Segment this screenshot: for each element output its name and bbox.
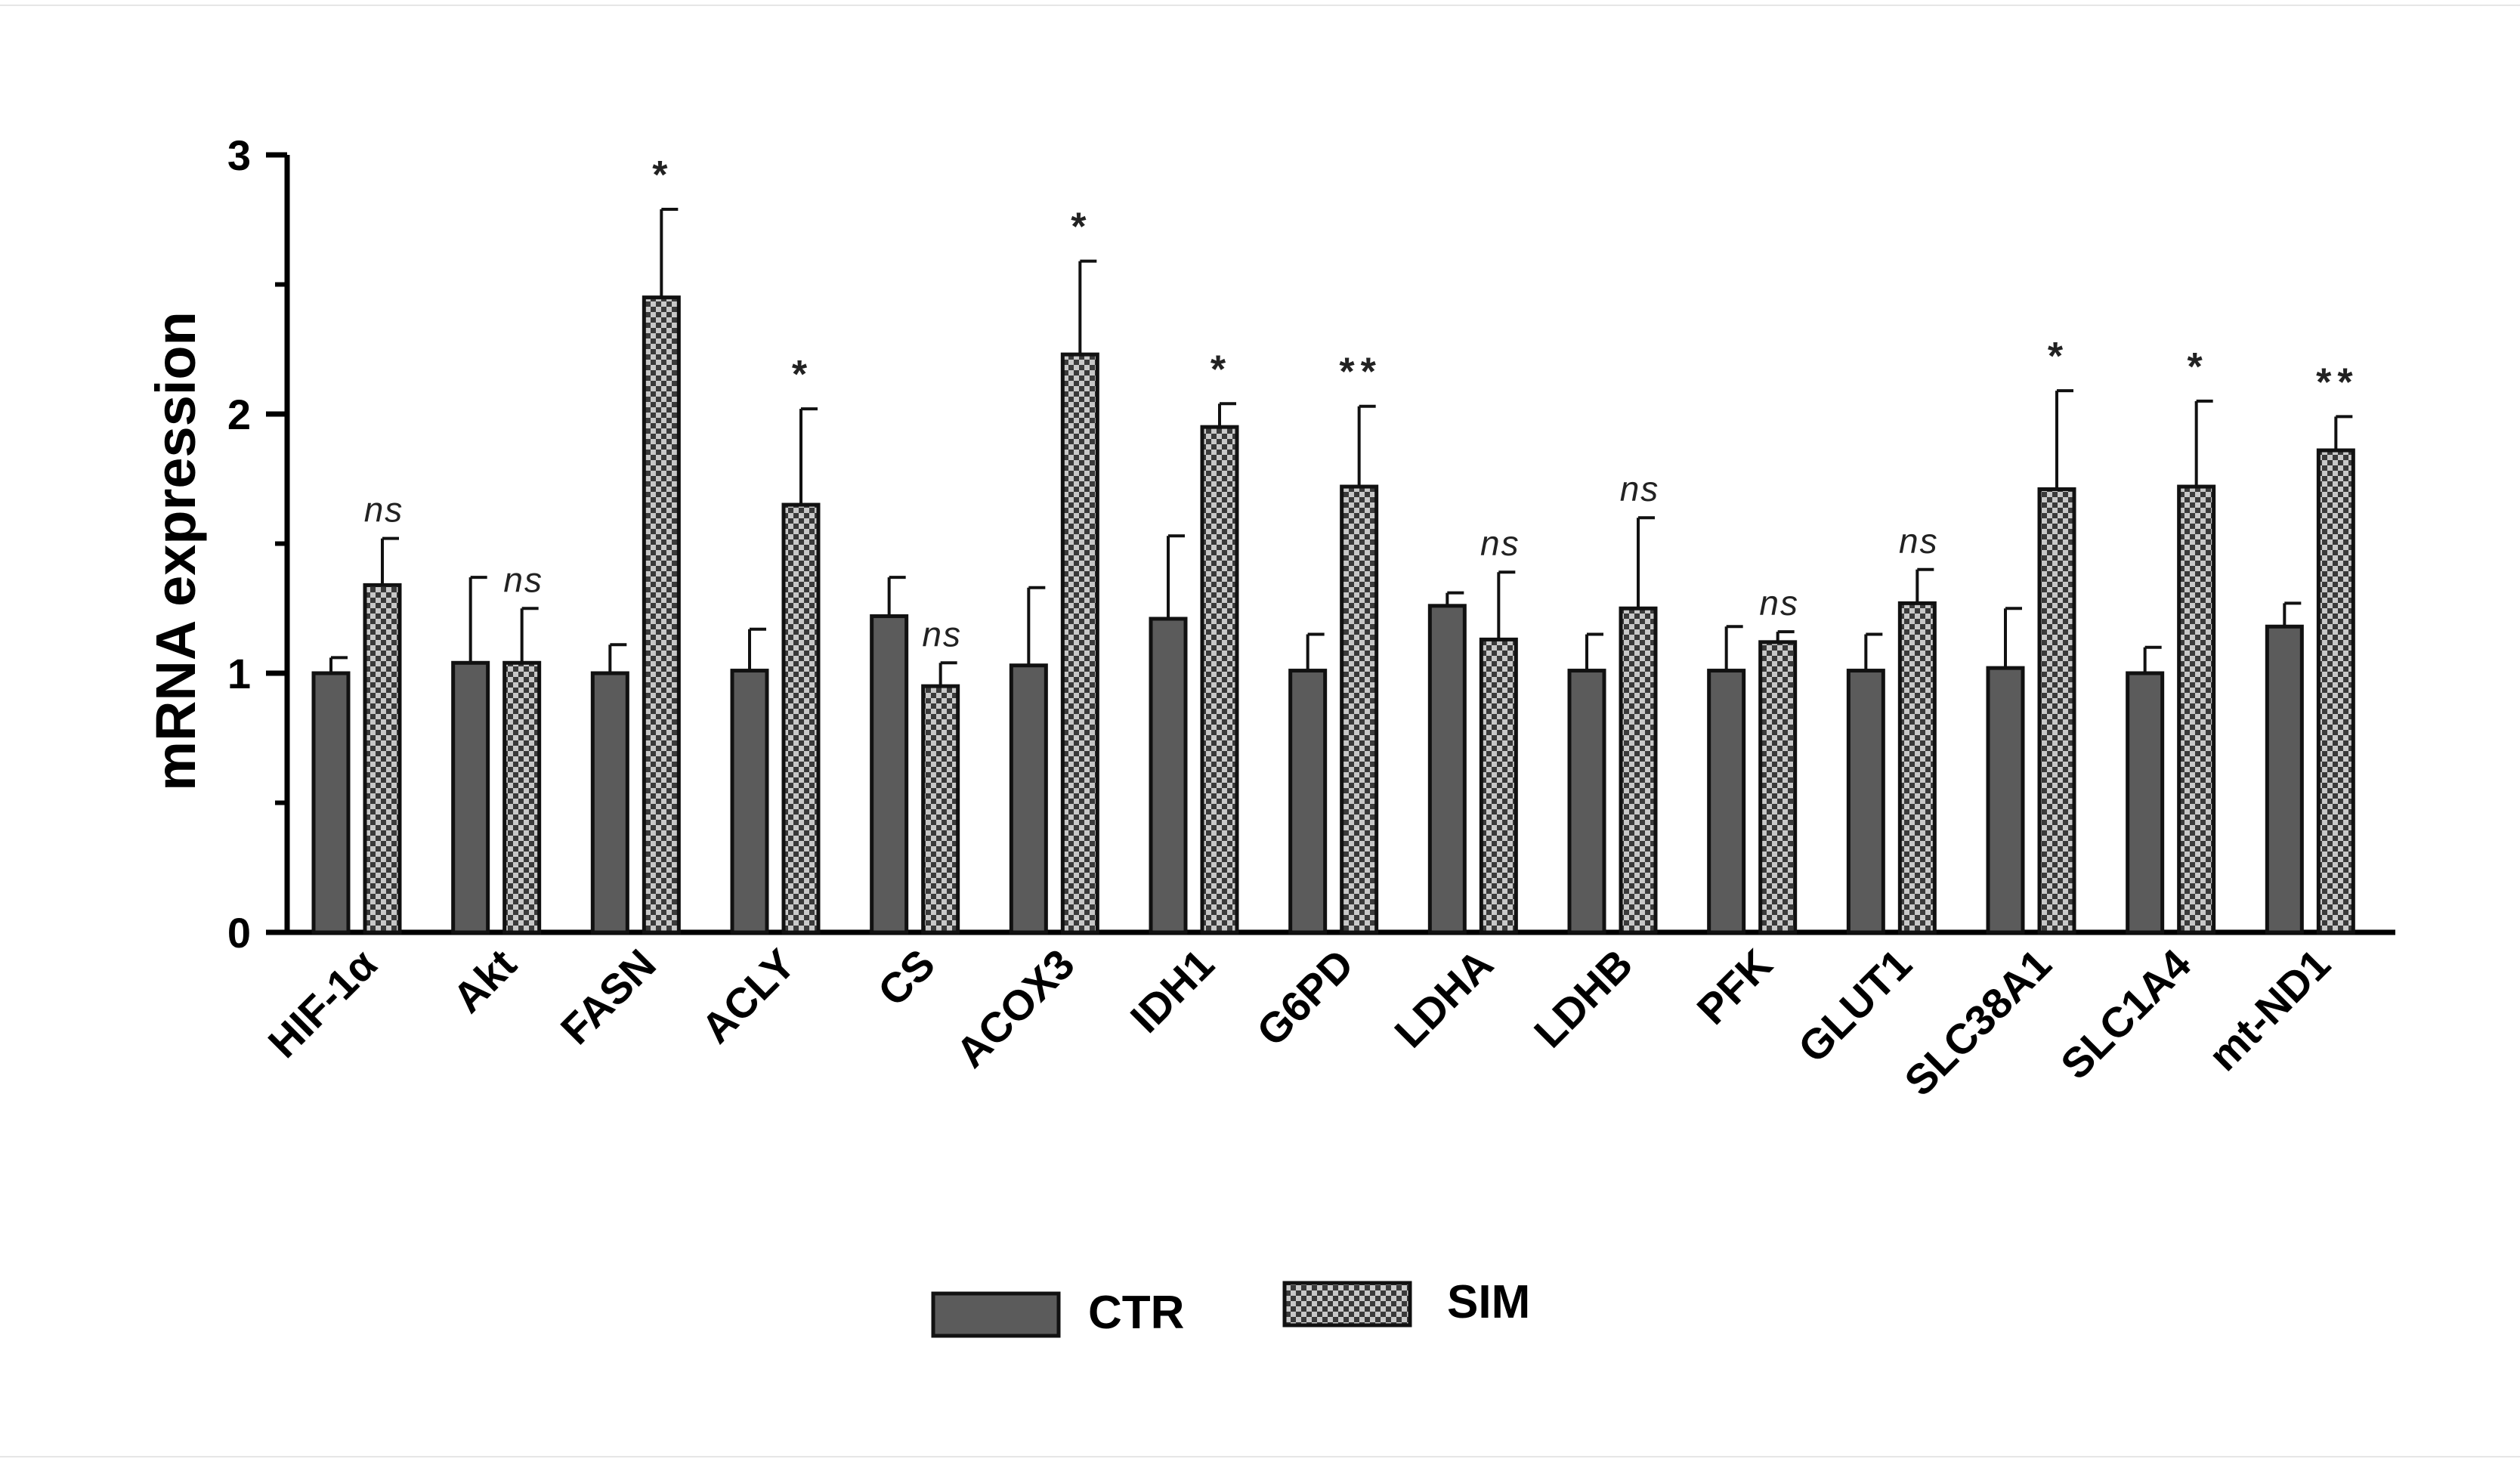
category-label: LDHA — [1385, 940, 1502, 1057]
bar-sim — [642, 295, 681, 935]
y-tick-label: 1 — [227, 650, 251, 697]
category-label: LDHB — [1525, 940, 1642, 1057]
bar-ctr — [870, 614, 909, 935]
y-axis-label: mRNA expression — [144, 311, 207, 791]
bar-sim — [363, 583, 402, 935]
category-label: IDH1 — [1121, 940, 1223, 1042]
bar-sim — [2177, 484, 2216, 935]
significance-label: * — [2048, 335, 2069, 379]
bar-sim — [921, 684, 960, 935]
bar-ctr — [730, 669, 769, 935]
significance-label: ns — [922, 614, 962, 654]
bar-ctr — [451, 660, 490, 935]
significance-label: * — [1071, 206, 1092, 249]
category-labels: HIF-1α Akt FASN ACLY CS ACOX3 IDH1 G6PD LDHA LDHB… — [259, 940, 2339, 1105]
bar-ctr — [2126, 671, 2165, 935]
significance-label: * — [792, 353, 813, 397]
bar-ctr — [1707, 669, 1746, 935]
legend-swatch-ctr — [931, 1291, 1061, 1338]
y-tick-label: 0 — [227, 909, 251, 957]
bar-sim — [1340, 484, 1379, 935]
category-label: G6PD — [1248, 940, 1362, 1055]
significance-label: ns — [1899, 521, 1939, 561]
bar-sim — [1200, 425, 1239, 935]
significance-label: ns — [1480, 524, 1520, 563]
bar-ctr — [1567, 669, 1606, 935]
bar-ctr — [590, 671, 629, 935]
bars — [311, 208, 2355, 935]
significance-label: ** — [1339, 351, 1381, 394]
legend-label-sim: SIM — [1447, 1276, 1530, 1328]
category-label: GLUT1 — [1789, 940, 1920, 1071]
bar-ctr — [1986, 666, 2025, 935]
bar-sim — [2316, 448, 2355, 935]
y-tick-label: 2 — [227, 391, 251, 438]
category-label: FASN — [552, 940, 665, 1053]
bar-ctr — [1009, 663, 1048, 935]
category-label: Akt — [444, 940, 525, 1022]
legend-swatch-sim — [1282, 1281, 1412, 1328]
category-label: SLC1A4 — [2052, 940, 2200, 1088]
bar-sim — [1897, 601, 1937, 935]
category-label: PFK — [1687, 940, 1781, 1034]
bar-sim — [1619, 606, 1658, 935]
bottom-border-line — [0, 1456, 2520, 1457]
significance-label: ** — [2316, 360, 2358, 404]
bar-ctr — [2265, 624, 2304, 935]
category-label: ACLY — [692, 940, 805, 1052]
significance-label: * — [1211, 348, 1232, 391]
bar-sim — [502, 660, 542, 935]
bar-sim — [1479, 637, 1518, 935]
significance-label: ns — [503, 560, 543, 599]
bar-ctr — [1427, 604, 1467, 935]
significance-label: * — [652, 153, 673, 197]
category-label: mt-ND1 — [2199, 940, 2339, 1080]
significance-label: ns — [364, 490, 404, 530]
category-label: SLC38A1 — [1895, 940, 2060, 1105]
bar-ctr — [1846, 669, 1885, 935]
top-border-line — [0, 5, 2520, 6]
category-label: ACOX3 — [947, 940, 1084, 1077]
significance-label: ns — [1759, 583, 1799, 623]
legend: CTR SIM — [931, 1276, 1530, 1339]
bar-ctr — [1149, 617, 1188, 935]
bar-sim — [1060, 352, 1099, 935]
bar-ctr — [311, 671, 351, 935]
bar-sim — [2037, 487, 2076, 935]
category-label: HIF-1α — [259, 940, 386, 1067]
y-tick-label: 3 — [227, 131, 251, 179]
bar-sim — [781, 502, 821, 935]
bar-sim — [1758, 640, 1798, 935]
legend-label-ctr: CTR — [1088, 1287, 1184, 1339]
significance-label: ns — [1620, 469, 1660, 508]
significance-label: * — [2188, 345, 2209, 389]
category-label: CS — [869, 940, 945, 1015]
bar-ctr — [1288, 669, 1328, 935]
